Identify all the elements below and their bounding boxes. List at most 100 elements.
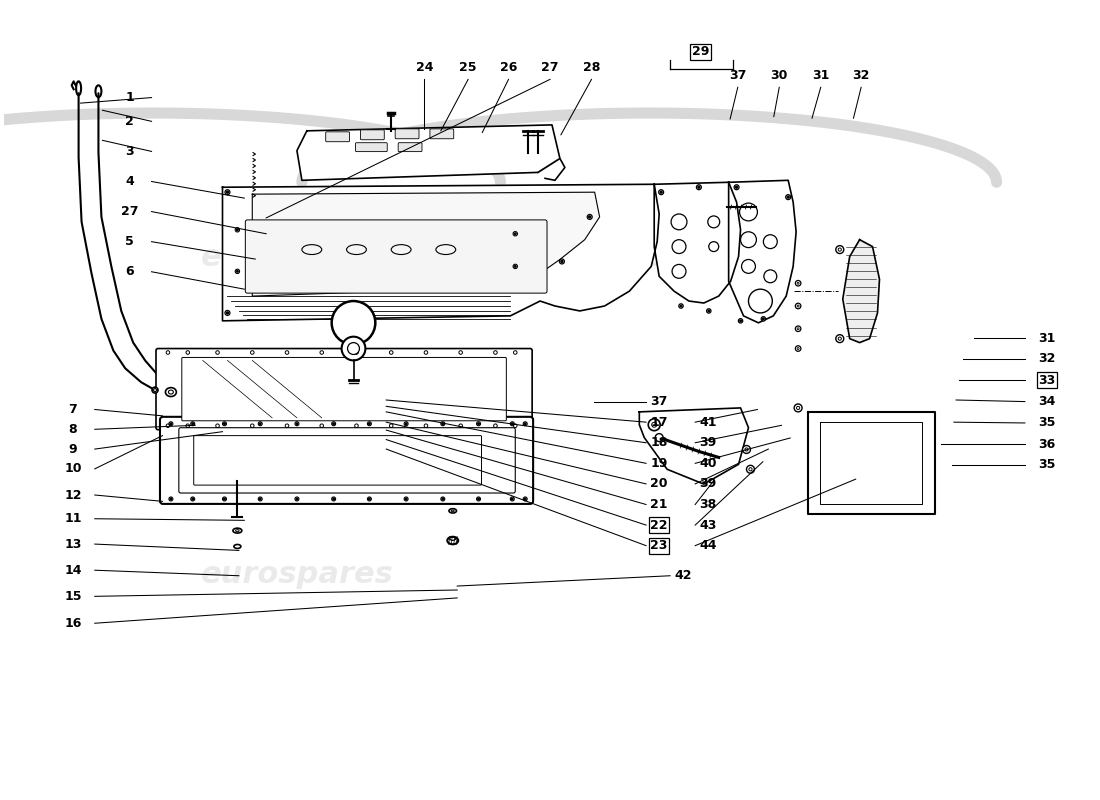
Circle shape [748, 289, 772, 313]
FancyBboxPatch shape [245, 220, 547, 293]
Circle shape [260, 423, 261, 425]
Text: 6: 6 [125, 266, 134, 278]
Circle shape [660, 191, 662, 193]
Circle shape [736, 186, 738, 188]
Polygon shape [252, 192, 600, 296]
FancyBboxPatch shape [160, 417, 534, 504]
Circle shape [332, 301, 375, 345]
Circle shape [708, 242, 718, 251]
Polygon shape [538, 158, 565, 180]
Text: 20: 20 [650, 478, 668, 490]
Circle shape [761, 317, 766, 321]
Circle shape [405, 423, 407, 425]
Text: 27: 27 [541, 61, 559, 74]
Text: 29: 29 [692, 45, 710, 58]
Text: 34: 34 [1038, 395, 1055, 408]
Circle shape [235, 269, 240, 274]
Text: 12: 12 [64, 489, 81, 502]
Text: 1: 1 [125, 91, 134, 104]
Text: 35: 35 [1038, 458, 1055, 471]
Circle shape [560, 259, 564, 264]
Text: 31: 31 [1038, 332, 1055, 345]
Text: 32: 32 [1038, 352, 1055, 366]
Text: 43: 43 [700, 518, 717, 531]
Circle shape [227, 191, 229, 193]
Text: 7: 7 [68, 403, 77, 416]
Text: 3: 3 [125, 145, 134, 158]
FancyBboxPatch shape [182, 358, 506, 421]
Circle shape [836, 334, 844, 342]
Text: 11: 11 [64, 512, 81, 526]
Circle shape [587, 214, 592, 219]
Text: 8: 8 [68, 422, 77, 436]
Circle shape [477, 498, 480, 500]
Ellipse shape [448, 537, 459, 544]
Circle shape [223, 498, 225, 500]
Circle shape [836, 246, 844, 254]
Circle shape [788, 196, 789, 198]
Text: 2: 2 [125, 115, 134, 128]
Circle shape [762, 318, 764, 320]
Circle shape [740, 320, 741, 322]
Circle shape [152, 387, 158, 393]
Text: 36: 36 [1038, 438, 1055, 451]
FancyBboxPatch shape [156, 349, 532, 430]
FancyBboxPatch shape [179, 428, 515, 493]
Text: 37: 37 [650, 395, 668, 408]
Circle shape [513, 264, 517, 269]
Circle shape [236, 270, 239, 272]
Circle shape [236, 229, 239, 230]
Ellipse shape [233, 528, 242, 533]
Circle shape [747, 466, 755, 474]
Circle shape [368, 498, 371, 500]
Text: 19: 19 [650, 457, 668, 470]
Circle shape [342, 337, 365, 361]
Polygon shape [843, 240, 880, 342]
Circle shape [671, 214, 688, 230]
Text: 17: 17 [650, 416, 668, 429]
Circle shape [679, 304, 683, 308]
Circle shape [260, 498, 261, 500]
Circle shape [442, 498, 443, 500]
Circle shape [191, 498, 194, 500]
Ellipse shape [234, 545, 241, 549]
Circle shape [333, 498, 334, 500]
FancyBboxPatch shape [326, 132, 350, 142]
Circle shape [672, 240, 686, 254]
Circle shape [795, 346, 801, 351]
Circle shape [680, 305, 682, 306]
Text: 10: 10 [64, 462, 81, 475]
Polygon shape [808, 412, 935, 514]
Text: eurospares: eurospares [572, 243, 764, 272]
Circle shape [227, 312, 229, 314]
Circle shape [794, 404, 802, 412]
Circle shape [296, 423, 298, 425]
Polygon shape [728, 180, 796, 323]
Circle shape [708, 310, 710, 312]
FancyBboxPatch shape [194, 436, 482, 485]
Circle shape [763, 270, 777, 282]
Circle shape [659, 190, 663, 194]
Circle shape [795, 326, 801, 331]
Text: 37: 37 [729, 69, 747, 82]
Circle shape [226, 310, 230, 315]
Ellipse shape [449, 509, 456, 513]
Text: 44: 44 [700, 539, 717, 552]
FancyBboxPatch shape [361, 130, 384, 140]
Circle shape [795, 281, 801, 286]
Circle shape [333, 423, 334, 425]
Circle shape [561, 261, 563, 262]
Circle shape [296, 498, 298, 500]
Circle shape [707, 216, 719, 228]
Circle shape [405, 498, 407, 500]
Circle shape [515, 233, 516, 234]
Circle shape [525, 498, 526, 500]
Text: 31: 31 [812, 69, 829, 82]
Circle shape [348, 342, 360, 354]
Text: 4: 4 [125, 175, 134, 188]
Text: 14: 14 [64, 564, 81, 577]
Circle shape [170, 498, 172, 500]
Text: 38: 38 [700, 498, 717, 511]
Circle shape [368, 423, 371, 425]
Text: 16: 16 [64, 617, 81, 630]
